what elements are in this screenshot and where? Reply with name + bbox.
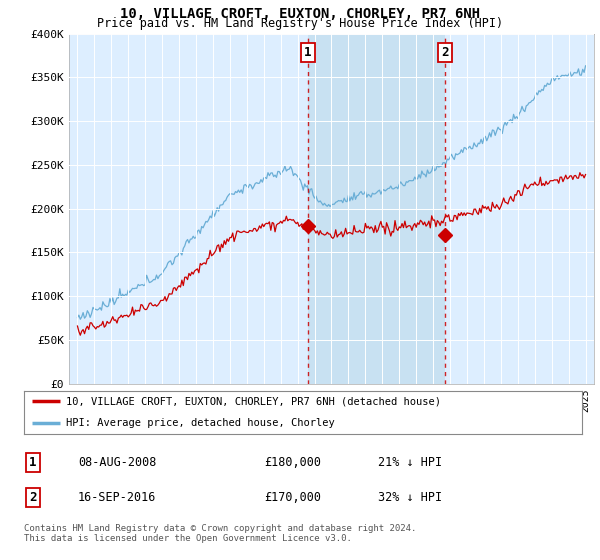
- Text: 16-SEP-2016: 16-SEP-2016: [78, 491, 157, 504]
- Text: 10, VILLAGE CROFT, EUXTON, CHORLEY, PR7 6NH (detached house): 10, VILLAGE CROFT, EUXTON, CHORLEY, PR7 …: [66, 396, 441, 406]
- Text: HPI: Average price, detached house, Chorley: HPI: Average price, detached house, Chor…: [66, 418, 335, 428]
- Bar: [308, 34, 445, 384]
- Text: 1: 1: [29, 456, 37, 469]
- Text: £170,000: £170,000: [264, 491, 321, 504]
- Text: 32% ↓ HPI: 32% ↓ HPI: [378, 491, 442, 504]
- Text: 2: 2: [442, 46, 449, 59]
- Text: 08-AUG-2008: 08-AUG-2008: [78, 456, 157, 469]
- Text: 1: 1: [304, 46, 311, 59]
- Text: 2: 2: [29, 491, 37, 504]
- Text: 21% ↓ HPI: 21% ↓ HPI: [378, 456, 442, 469]
- Text: Price paid vs. HM Land Registry's House Price Index (HPI): Price paid vs. HM Land Registry's House …: [97, 17, 503, 30]
- Text: 10, VILLAGE CROFT, EUXTON, CHORLEY, PR7 6NH: 10, VILLAGE CROFT, EUXTON, CHORLEY, PR7 …: [120, 7, 480, 21]
- Text: Contains HM Land Registry data © Crown copyright and database right 2024.
This d: Contains HM Land Registry data © Crown c…: [24, 524, 416, 543]
- Text: £180,000: £180,000: [264, 456, 321, 469]
